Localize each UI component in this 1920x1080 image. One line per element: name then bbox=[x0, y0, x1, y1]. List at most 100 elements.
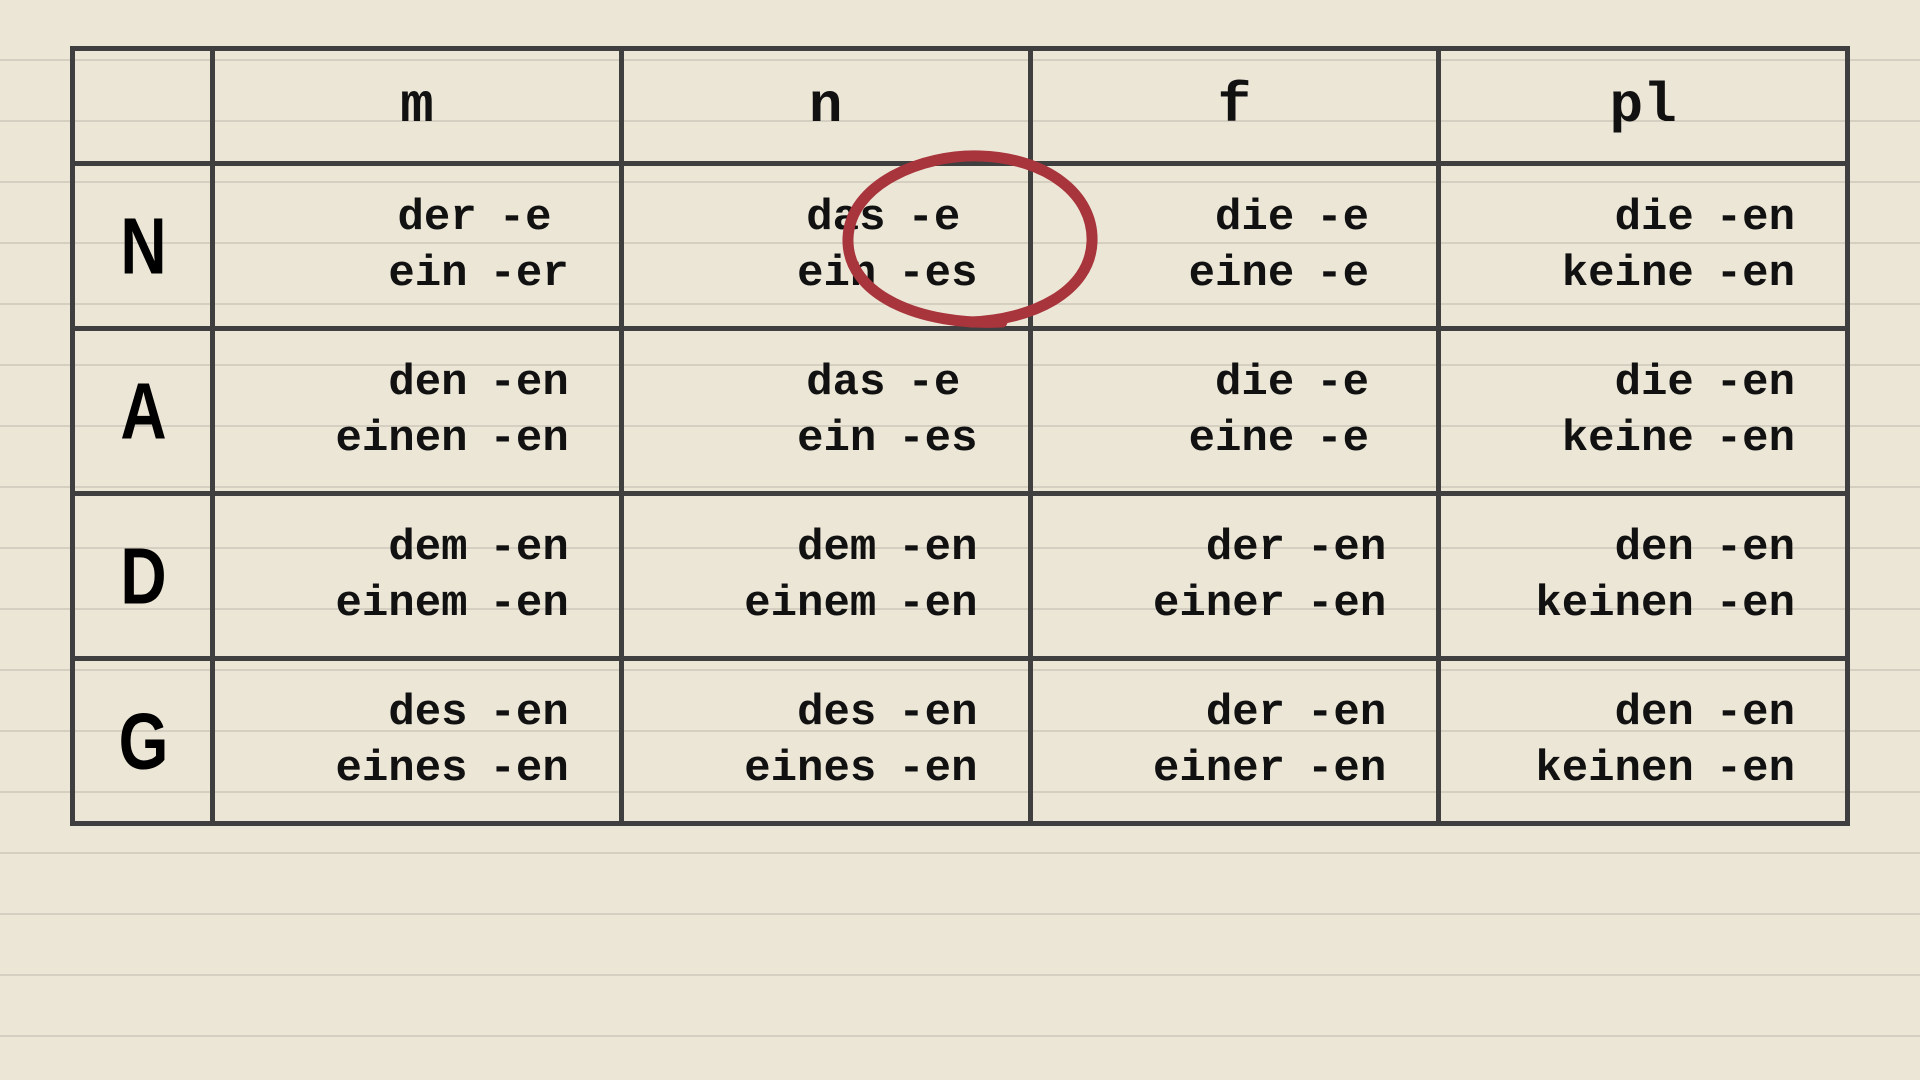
pair: das-e bbox=[624, 193, 1028, 243]
article: der bbox=[1125, 523, 1285, 573]
cell-N-m: der-e ein-er bbox=[213, 164, 622, 329]
ending: -e bbox=[1306, 414, 1396, 464]
article: keine bbox=[1534, 414, 1694, 464]
cell-G-m: des-eneines-en bbox=[213, 659, 622, 824]
ending: -en bbox=[1297, 744, 1396, 794]
cell-A-f: die-eeine-e bbox=[1030, 329, 1439, 494]
cell-G-pl: den-enkeinen-en bbox=[1439, 659, 1848, 824]
header-empty bbox=[73, 49, 213, 164]
pair: keine-en bbox=[1441, 249, 1845, 299]
pair: der-e bbox=[215, 193, 619, 243]
cell-G-f: der-eneiner-en bbox=[1030, 659, 1439, 824]
article: des bbox=[308, 688, 468, 738]
ending: -en bbox=[888, 579, 987, 629]
article: einer bbox=[1125, 579, 1285, 629]
row-N: Nder-eein-erdas-eein-esdie-eeine-edie-en… bbox=[73, 164, 1848, 329]
article: die bbox=[1534, 193, 1694, 243]
pair: die-en bbox=[1441, 193, 1845, 243]
case-label-D: D bbox=[73, 494, 213, 659]
pair: den-en bbox=[215, 358, 619, 408]
pair: der-en bbox=[1033, 688, 1437, 738]
cell-A-n: das-e ein-es bbox=[621, 329, 1030, 494]
article: der bbox=[317, 193, 477, 243]
ending: -en bbox=[1706, 249, 1805, 299]
ending: -e bbox=[898, 193, 988, 243]
ending: -en bbox=[1297, 579, 1396, 629]
article: keinen bbox=[1534, 744, 1694, 794]
pair: eine-e bbox=[1033, 414, 1437, 464]
ending: -e bbox=[1306, 249, 1396, 299]
cell-G-n: des-eneines-en bbox=[621, 659, 1030, 824]
ending: -e bbox=[489, 193, 579, 243]
article: die bbox=[1534, 358, 1694, 408]
pair: einem-en bbox=[624, 579, 1028, 629]
header-f: f bbox=[1030, 49, 1439, 164]
ending: -en bbox=[480, 688, 579, 738]
case-label-G: G bbox=[73, 659, 213, 824]
ending: -en bbox=[480, 414, 579, 464]
ending: -en bbox=[1706, 744, 1805, 794]
pair: das-e bbox=[624, 358, 1028, 408]
header-m: m bbox=[213, 49, 622, 164]
pair: des-en bbox=[215, 688, 619, 738]
article: der bbox=[1125, 688, 1285, 738]
ending: -en bbox=[888, 744, 987, 794]
pair: einer-en bbox=[1033, 579, 1437, 629]
article: einem bbox=[308, 579, 468, 629]
table-body: Nder-eein-erdas-eein-esdie-eeine-edie-en… bbox=[73, 164, 1848, 824]
cell-N-f: die-e eine-e bbox=[1030, 164, 1439, 329]
ending: -en bbox=[1706, 358, 1805, 408]
pair: ein-es bbox=[624, 414, 1028, 464]
pair: ein-er bbox=[215, 249, 619, 299]
pair: der-en bbox=[1033, 523, 1437, 573]
article: den bbox=[308, 358, 468, 408]
pair: des-en bbox=[624, 688, 1028, 738]
cell-N-n: das-e ein-es bbox=[621, 164, 1030, 329]
article: eine bbox=[1134, 249, 1294, 299]
ending: -en bbox=[1706, 523, 1805, 573]
article: dem bbox=[716, 523, 876, 573]
ending: -e bbox=[898, 358, 988, 408]
pair: ein-es bbox=[624, 249, 1028, 299]
pair: keine-en bbox=[1441, 414, 1845, 464]
ending: -en bbox=[480, 358, 579, 408]
ending: -en bbox=[480, 579, 579, 629]
ending: -es bbox=[888, 414, 987, 464]
header-pl: pl bbox=[1439, 49, 1848, 164]
pair: einen-en bbox=[215, 414, 619, 464]
ending: -en bbox=[888, 688, 987, 738]
cell-D-n: dem-eneinem-en bbox=[621, 494, 1030, 659]
pair: eine-e bbox=[1033, 249, 1437, 299]
article: eine bbox=[1134, 414, 1294, 464]
case-label-A: A bbox=[73, 329, 213, 494]
pair: die-e bbox=[1033, 193, 1437, 243]
article: einer bbox=[1125, 744, 1285, 794]
row-G: Gdes-eneines-endes-eneines-ender-eneiner… bbox=[73, 659, 1848, 824]
pair: dem-en bbox=[215, 523, 619, 573]
pair: den-en bbox=[1441, 523, 1845, 573]
article: keinen bbox=[1534, 579, 1694, 629]
article: eines bbox=[308, 744, 468, 794]
ending: -en bbox=[480, 523, 579, 573]
header-row: m n f pl bbox=[73, 49, 1848, 164]
cell-D-m: dem-en einem-en bbox=[213, 494, 622, 659]
ending: -e bbox=[1306, 193, 1396, 243]
article: den bbox=[1534, 523, 1694, 573]
article: ein bbox=[308, 249, 468, 299]
case-label-N: N bbox=[73, 164, 213, 329]
ending: -en bbox=[1297, 523, 1396, 573]
article: des bbox=[716, 688, 876, 738]
ending: -en bbox=[1297, 688, 1396, 738]
cell-N-pl: die-enkeine-en bbox=[1439, 164, 1848, 329]
row-D: Ddem-eneinem-endem-eneinem-ender-eneiner… bbox=[73, 494, 1848, 659]
article: das bbox=[726, 358, 886, 408]
ending: -en bbox=[1706, 579, 1805, 629]
article: die bbox=[1134, 358, 1294, 408]
ending: -en bbox=[1706, 688, 1805, 738]
pair: einer-en bbox=[1033, 744, 1437, 794]
declension-table: m n f pl Nder-eein-erdas-eein-esdie-eein… bbox=[70, 46, 1850, 826]
article: ein bbox=[716, 414, 876, 464]
article: ein bbox=[716, 249, 876, 299]
ending: -en bbox=[480, 744, 579, 794]
article: eines bbox=[716, 744, 876, 794]
